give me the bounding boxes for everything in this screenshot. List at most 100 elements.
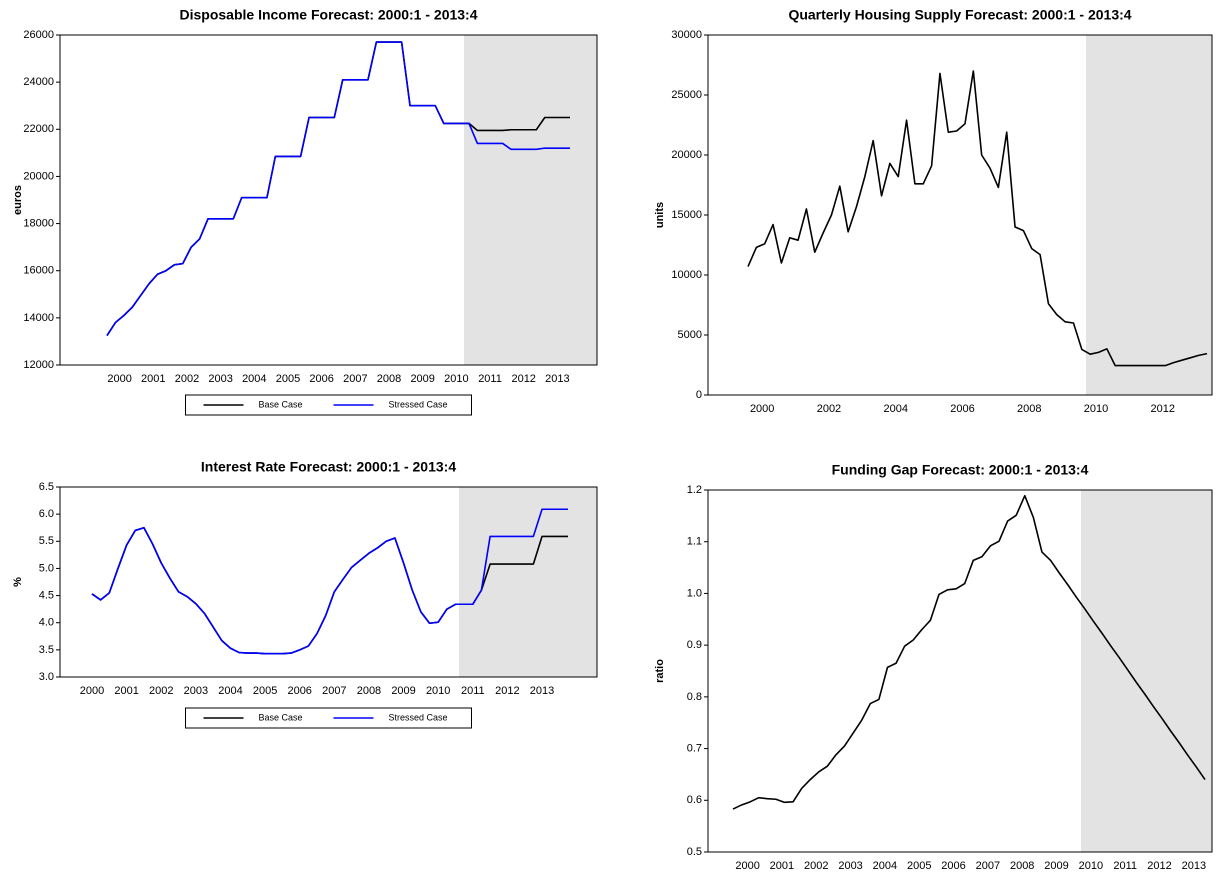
x-tick-label: 2010 (1079, 860, 1103, 872)
x-tick-label: 2010 (1084, 403, 1108, 415)
y-tick-label: 12000 (23, 359, 54, 371)
x-tick-label: 2000 (750, 403, 774, 415)
y-tick-label: 0.7 (687, 742, 702, 754)
y-axis-label: units (654, 202, 666, 228)
legend-label: Base Case (259, 399, 303, 409)
x-tick-label: 2002 (149, 685, 173, 697)
y-tick-label: 5000 (678, 329, 702, 341)
x-tick-label: 2001 (141, 373, 165, 385)
x-tick-label: 2006 (309, 373, 333, 385)
x-tick-label: 2008 (377, 373, 401, 385)
y-tick-label: 1.0 (687, 587, 702, 599)
x-tick-label: 2001 (770, 860, 794, 872)
y-tick-label: 1.2 (687, 484, 702, 496)
y-tick-label: 24000 (23, 76, 54, 88)
y-tick-label: 25000 (671, 89, 702, 101)
x-tick-label: 2013 (545, 373, 569, 385)
x-tick-label: 2009 (1044, 860, 1068, 872)
x-tick-label: 2002 (817, 403, 841, 415)
y-tick-label: 4.5 (39, 589, 54, 601)
legend-label: Base Case (259, 712, 303, 722)
data-line (747, 70, 1208, 367)
x-tick-label: 2001 (114, 685, 138, 697)
x-tick-label: 2000 (735, 860, 759, 872)
y-tick-label: 6.5 (39, 481, 54, 493)
x-tick-label: 2000 (80, 685, 104, 697)
x-tick-label: 2005 (276, 373, 300, 385)
x-tick-label: 2006 (287, 685, 311, 697)
x-tick-label: 2005 (253, 685, 277, 697)
x-tick-label: 2002 (804, 860, 828, 872)
x-tick-label: 2011 (461, 685, 485, 697)
x-tick-label: 2000 (107, 373, 131, 385)
forecast-shade (1081, 490, 1212, 852)
y-tick-label: 5.5 (39, 535, 54, 547)
forecast-shade (459, 487, 597, 677)
y-tick-label: 20000 (23, 170, 54, 182)
y-tick-label: 14000 (23, 312, 54, 324)
x-tick-label: 2004 (218, 685, 242, 697)
chart-title: Interest Rate Forecast: 2000:1 - 2013:4 (201, 459, 456, 475)
legend-label: Stressed Case (389, 399, 448, 409)
x-tick-label: 2002 (175, 373, 199, 385)
x-tick-label: 2006 (950, 403, 974, 415)
y-axis-label: euros (12, 185, 24, 215)
x-tick-label: 2004 (873, 860, 897, 872)
x-tick-label: 2012 (1147, 860, 1171, 872)
y-tick-label: 15000 (671, 209, 702, 221)
data-line (91, 508, 568, 655)
x-tick-label: 2005 (907, 860, 931, 872)
y-tick-label: 3.0 (39, 671, 54, 683)
x-tick-label: 2004 (883, 403, 907, 415)
x-tick-label: 2010 (444, 373, 468, 385)
y-tick-label: 4.0 (39, 617, 54, 629)
forecast-shade (1086, 35, 1212, 395)
x-tick-label: 2008 (1017, 403, 1041, 415)
y-tick-label: 0.5 (687, 846, 702, 858)
forecast-shade (464, 35, 597, 365)
x-tick-label: 2003 (184, 685, 208, 697)
y-tick-label: 0.6 (687, 794, 702, 806)
x-tick-label: 2009 (391, 685, 415, 697)
y-tick-label: 3.5 (39, 644, 54, 656)
x-tick-label: 2003 (208, 373, 232, 385)
x-tick-label: 2012 (511, 373, 535, 385)
x-tick-label: 2009 (410, 373, 434, 385)
chart-title: Funding Gap Forecast: 2000:1 - 2013:4 (832, 462, 1089, 478)
x-tick-label: 2012 (495, 685, 519, 697)
x-tick-label: 2004 (242, 373, 266, 385)
y-tick-label: 30000 (671, 29, 702, 41)
y-tick-label: 16000 (23, 265, 54, 277)
y-tick-label: 18000 (23, 217, 54, 229)
x-tick-label: 2008 (357, 685, 381, 697)
y-axis-label: ratio (654, 659, 666, 683)
legend-box (185, 394, 472, 416)
x-tick-label: 2007 (322, 685, 346, 697)
y-tick-label: 26000 (23, 29, 54, 41)
data-line (106, 41, 570, 336)
chart-title: Disposable Income Forecast: 2000:1 - 201… (179, 7, 477, 23)
y-tick-label: 22000 (23, 123, 54, 135)
y-tick-label: 10000 (671, 269, 702, 281)
x-tick-label: 2003 (838, 860, 862, 872)
y-axis-label: % (12, 577, 24, 587)
plot-frame (59, 486, 598, 678)
y-tick-label: 0 (696, 389, 702, 401)
y-tick-label: 0.9 (687, 639, 702, 651)
x-tick-label: 2007 (343, 373, 367, 385)
y-tick-label: 0.8 (687, 691, 702, 703)
legend-label: Stressed Case (389, 712, 448, 722)
x-tick-label: 2011 (478, 373, 502, 385)
plot-frame (707, 489, 1213, 853)
data-line (732, 494, 1206, 810)
x-tick-label: 2007 (976, 860, 1000, 872)
x-tick-label: 2010 (426, 685, 450, 697)
plot-frame (59, 34, 598, 366)
x-tick-label: 2012 (1151, 403, 1175, 415)
y-tick-label: 5.0 (39, 562, 54, 574)
y-tick-label: 20000 (671, 149, 702, 161)
x-tick-label: 2013 (1182, 860, 1206, 872)
x-tick-label: 2008 (1010, 860, 1034, 872)
